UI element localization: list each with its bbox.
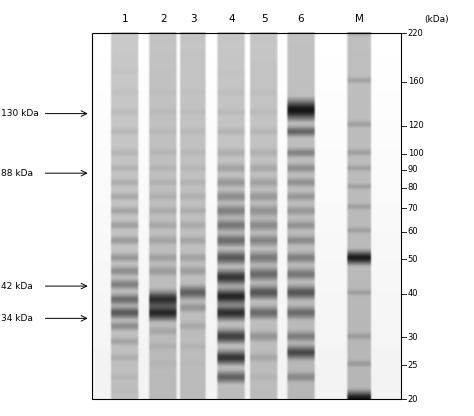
Text: 160: 160 [408,77,423,87]
Text: 120: 120 [408,121,423,130]
Text: 50: 50 [408,255,418,264]
Bar [92,33,401,399]
Text: 3: 3 [190,14,197,24]
Text: (kDa): (kDa) [424,15,448,24]
Text: 100: 100 [408,149,423,158]
Text: 20: 20 [408,395,418,404]
Text: 90: 90 [408,165,418,174]
Text: 30: 30 [408,333,418,342]
Text: M: M [355,14,364,24]
Text: 40: 40 [408,289,418,298]
Text: 130 kDa: 130 kDa [1,109,39,118]
Text: 4: 4 [228,14,235,24]
Text: 220: 220 [408,29,423,38]
Text: 5: 5 [261,14,268,24]
Text: 25: 25 [408,361,418,370]
Text: 34 kDa: 34 kDa [1,314,33,323]
Text: 60: 60 [408,227,418,236]
Text: 80: 80 [408,183,418,192]
Text: 6: 6 [298,14,304,24]
Text: 88 kDa: 88 kDa [1,168,33,178]
Text: 70: 70 [408,203,418,213]
Text: 2: 2 [160,14,167,24]
Text: 1: 1 [122,14,129,24]
Text: 42 kDa: 42 kDa [1,282,33,291]
